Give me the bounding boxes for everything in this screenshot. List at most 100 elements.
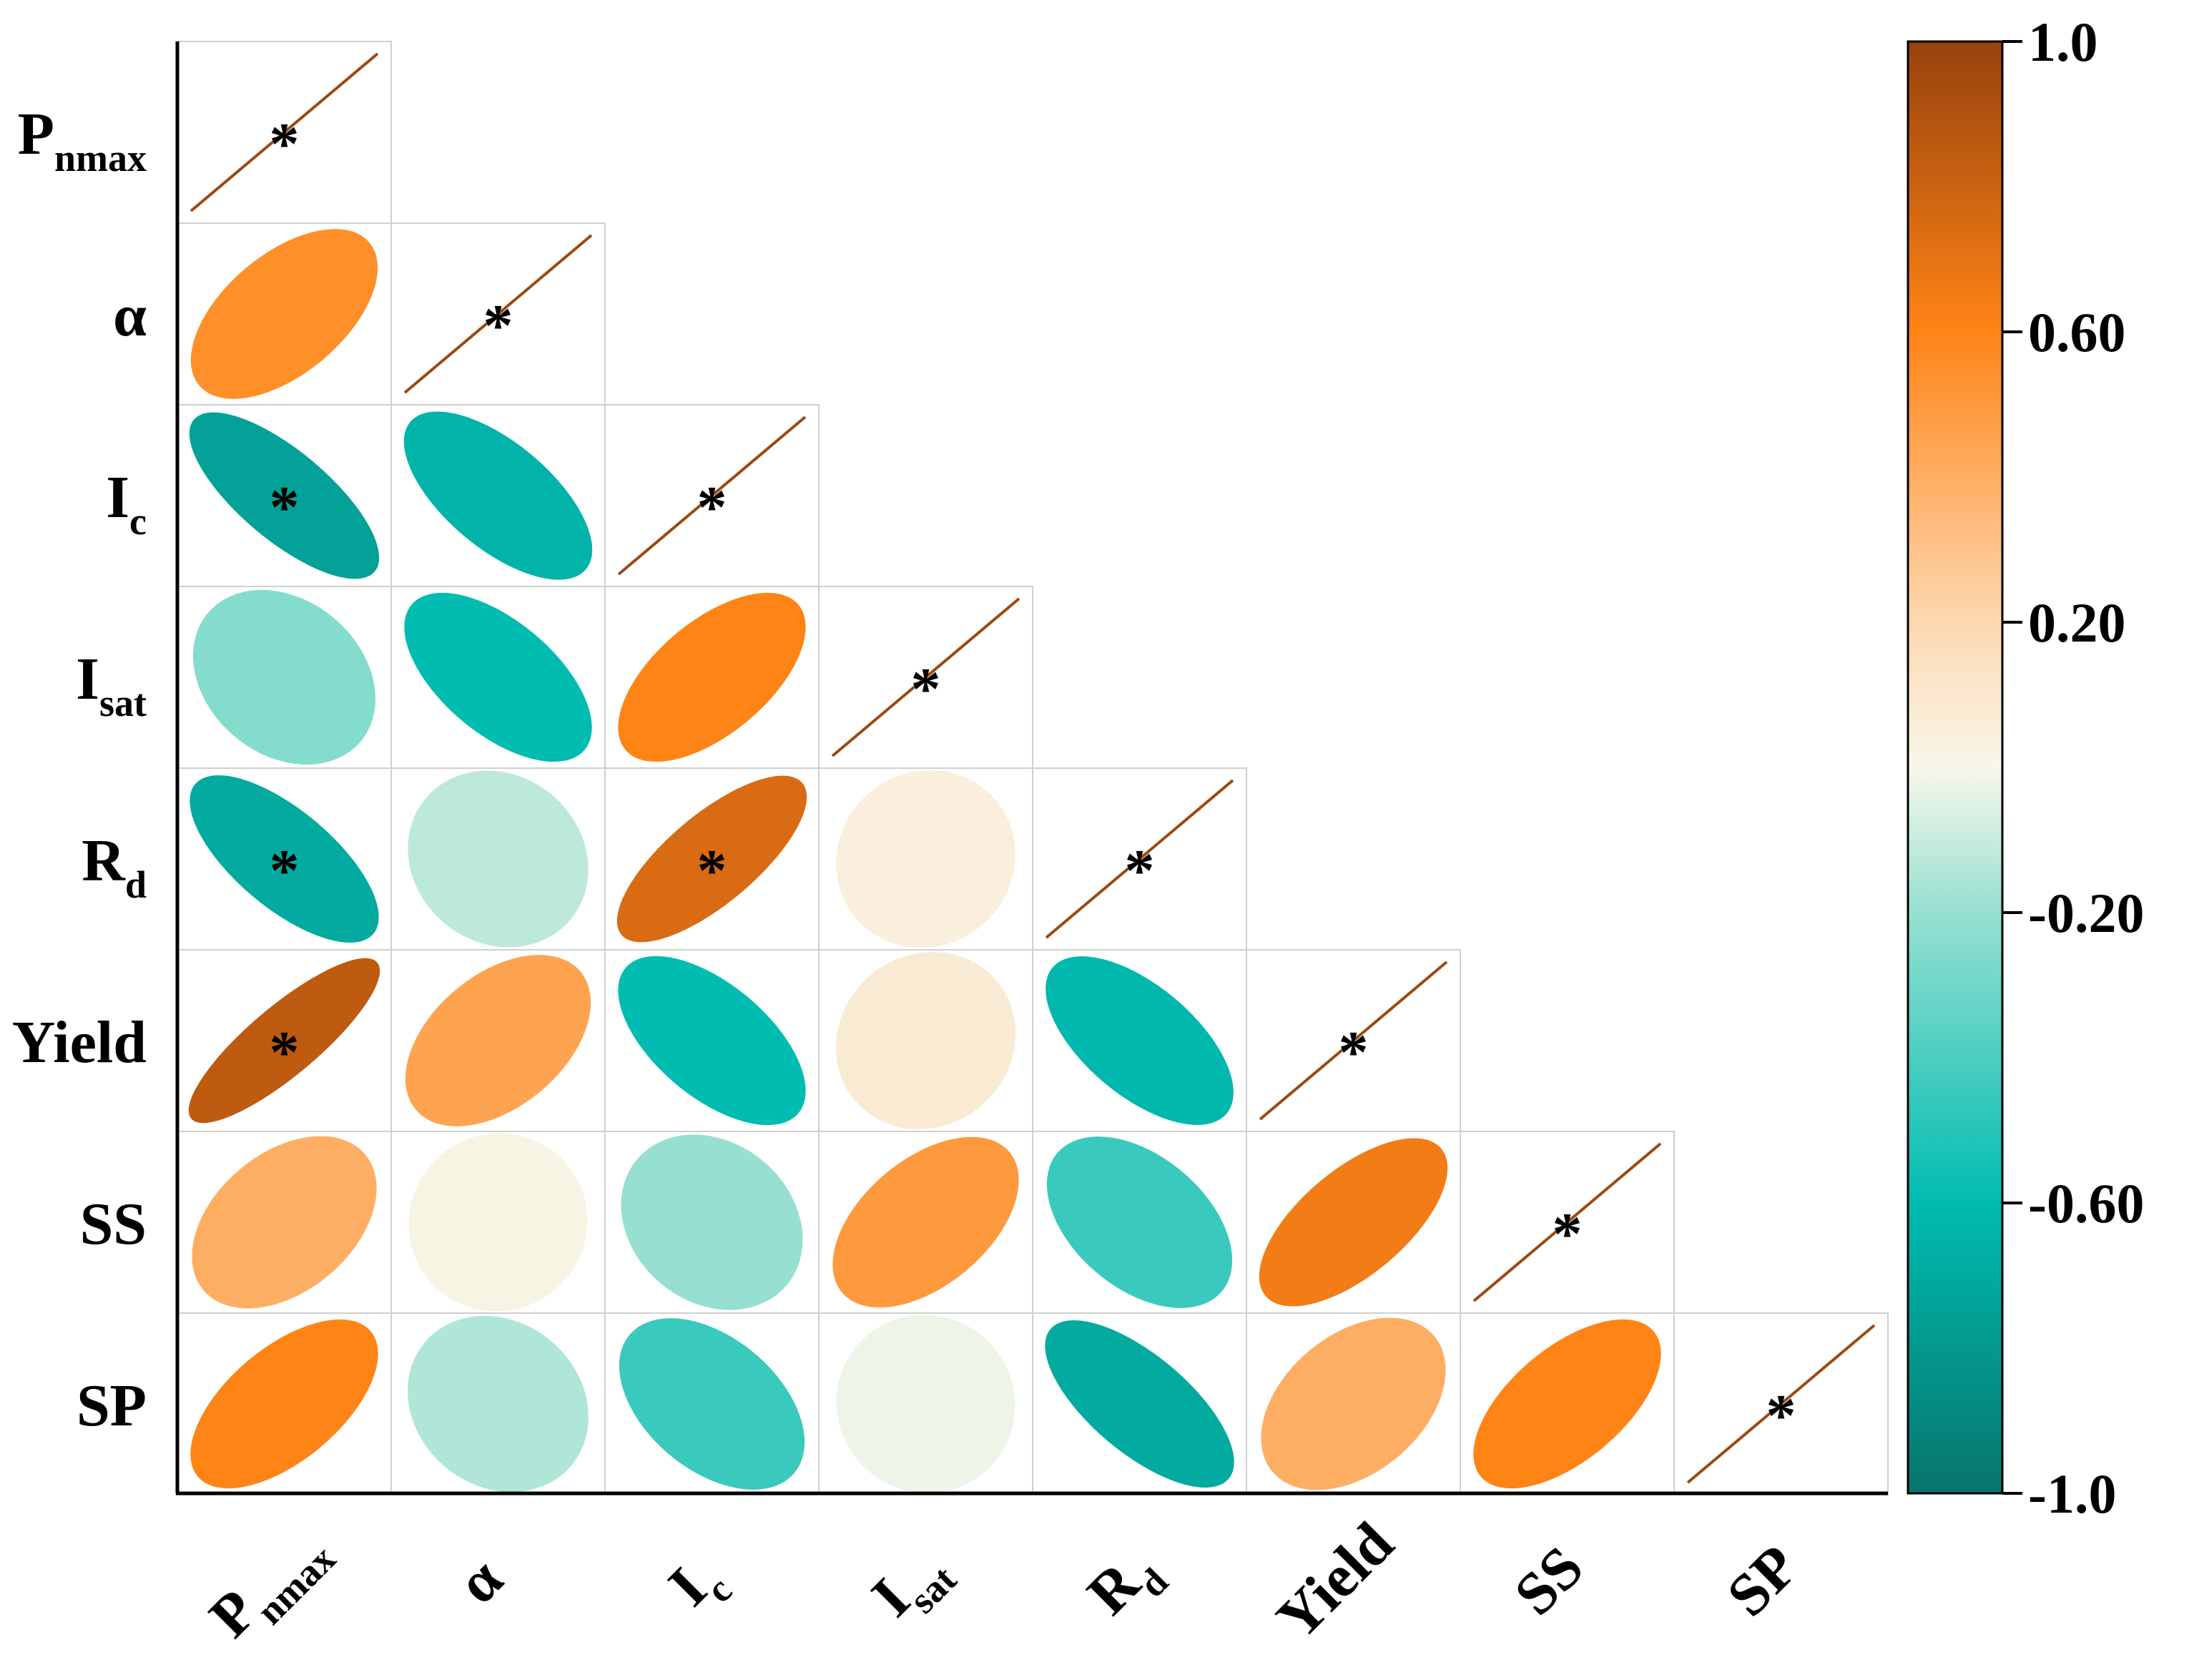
significance-star: * xyxy=(1339,1019,1369,1086)
significance-star: * xyxy=(270,1019,300,1086)
colorbar-tick-label: -0.60 xyxy=(2028,1172,2144,1234)
correlation-ellipse xyxy=(408,1133,588,1312)
correlation-ellipse xyxy=(190,1319,378,1489)
correlation-ellipse xyxy=(618,592,806,762)
correlation-ellipse xyxy=(1046,1136,1233,1308)
matrix-cell xyxy=(818,1131,1033,1314)
matrix-cell xyxy=(1460,1312,1675,1495)
y-tick-label: α xyxy=(113,283,147,349)
x-tick-label: Pnmax xyxy=(197,1512,343,1659)
colorbar-tick-label: 0.20 xyxy=(2028,591,2126,654)
correlation-ellipse xyxy=(404,592,592,762)
correlation-ellipse xyxy=(1046,956,1234,1125)
correlation-ellipse xyxy=(835,952,1016,1129)
matrix-cell: * xyxy=(1460,1131,1675,1314)
matrix-cell xyxy=(604,586,820,769)
matrix-cell xyxy=(177,586,392,769)
diagonal-line xyxy=(831,597,1020,757)
correlation-ellipse xyxy=(1259,1138,1448,1307)
correlation-ellipse xyxy=(1261,1317,1446,1490)
matrix-cell: * xyxy=(1246,949,1461,1132)
colorbar-tick-label: -0.20 xyxy=(2028,882,2144,944)
diagonal-line xyxy=(617,416,807,576)
matrix-cell xyxy=(177,1312,392,1495)
correlation-ellipse xyxy=(1045,1320,1234,1488)
matrix-cell xyxy=(1246,1312,1461,1495)
matrix-cell xyxy=(1032,949,1247,1132)
x-tick-label: Rd xyxy=(1075,1535,1176,1636)
matrix-cell xyxy=(604,1312,820,1495)
significance-star: * xyxy=(483,293,513,359)
significance-star: * xyxy=(697,837,727,904)
correlation-ellipse xyxy=(408,1315,589,1493)
colorbar-tick-label: -1.0 xyxy=(2028,1463,2116,1525)
y-tick-label: Rd xyxy=(82,827,147,906)
matrix-cell: * xyxy=(818,586,1033,769)
diagonal-line xyxy=(1686,1324,1876,1484)
correlation-ellipse xyxy=(188,958,380,1124)
matrix-cell xyxy=(604,1131,820,1314)
y-tick-label: SS xyxy=(80,1191,147,1257)
correlation-ellipse xyxy=(619,1318,805,1490)
significance-star: * xyxy=(270,111,300,177)
correlation-ellipse xyxy=(616,775,807,943)
correlation-ellipse xyxy=(408,770,589,948)
correlation-ellipse xyxy=(1473,1319,1661,1489)
significance-star: * xyxy=(270,837,300,904)
matrix-cell: * xyxy=(604,404,820,587)
matrix-cell xyxy=(818,949,1033,1132)
matrix-cell xyxy=(177,222,392,406)
correlation-ellipse xyxy=(189,412,380,579)
correlation-ellipse xyxy=(832,1136,1019,1308)
x-tick-label: Ic xyxy=(656,1543,740,1628)
matrix-cell: * xyxy=(177,41,392,224)
y-tick-label: Isat xyxy=(76,646,147,724)
diagonal-line xyxy=(190,52,379,212)
correlation-ellipse xyxy=(405,955,591,1126)
correlation-ellipse xyxy=(193,589,375,765)
x-tick-label: Isat xyxy=(859,1533,965,1639)
diagonal-line xyxy=(1259,961,1448,1121)
matrix-cell: * xyxy=(177,949,392,1132)
significance-star: * xyxy=(697,474,727,541)
x-tick-label: α xyxy=(445,1546,516,1616)
significance-star: * xyxy=(1125,837,1155,904)
y-tick-label: Ic xyxy=(106,464,147,543)
correlation-ellipse xyxy=(621,1134,803,1310)
colorbar xyxy=(1907,40,2004,1495)
matrix-cell: * xyxy=(177,767,392,950)
matrix-cell xyxy=(604,949,820,1132)
matrix-cell: * xyxy=(1673,1312,1889,1495)
colorbar-tick-label: 1.0 xyxy=(2028,11,2098,73)
matrix-cell: * xyxy=(1032,767,1247,950)
correlation-ellipse xyxy=(836,1315,1015,1493)
matrix-cell xyxy=(818,767,1033,950)
colorbar-tick-label: 0.60 xyxy=(2028,301,2126,363)
correlation-ellipse xyxy=(190,229,378,399)
correlation-ellipse xyxy=(836,770,1015,948)
matrix-cell xyxy=(390,586,606,769)
diagonal-line xyxy=(1045,779,1234,939)
matrix-cell xyxy=(177,1131,392,1314)
matrix-cell xyxy=(1246,1131,1461,1314)
matrix-cell xyxy=(390,404,606,587)
x-tick-label: Yield xyxy=(1264,1510,1407,1652)
diagonal-line xyxy=(1472,1142,1662,1302)
significance-star: * xyxy=(270,474,300,541)
x-tick-label: SS xyxy=(1502,1534,1596,1629)
matrix-cell: * xyxy=(604,767,820,950)
significance-star: * xyxy=(911,656,941,722)
y-tick-label: Yield xyxy=(12,1009,147,1076)
matrix-cell: * xyxy=(390,222,606,406)
correlation-ellipse xyxy=(192,1136,377,1309)
matrix-cell: * xyxy=(177,404,392,587)
matrix-cell xyxy=(390,949,606,1132)
x-tick-label: SP xyxy=(1715,1533,1811,1629)
significance-star: * xyxy=(1766,1382,1796,1449)
diagonal-line xyxy=(403,234,593,394)
matrix-cell xyxy=(390,1312,606,1495)
matrix-cell xyxy=(390,767,606,950)
significance-star: * xyxy=(1553,1201,1583,1267)
correlation-ellipse xyxy=(190,775,379,943)
